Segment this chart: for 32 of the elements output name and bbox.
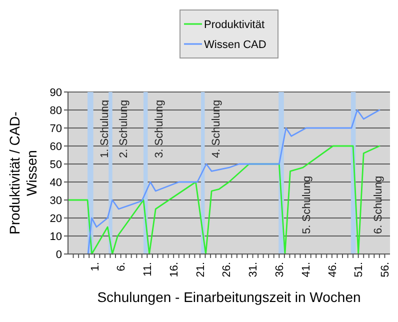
x-tick-label: 6.	[116, 262, 128, 272]
band-label: 4. Schulung	[210, 100, 223, 158]
band-label: 5. Schulung	[300, 176, 313, 234]
y-tick-label: 40	[50, 176, 62, 189]
x-tick-label: 41.	[300, 262, 312, 278]
y-tick-label: 60	[50, 140, 62, 153]
x-tick-label: 26.	[221, 262, 234, 278]
x-tick-label: 1.	[89, 262, 102, 272]
band-label: 6. Schulung	[372, 176, 385, 234]
band-label: 3. Schulung	[154, 100, 166, 158]
y-tick-label: 70	[50, 122, 62, 135]
x-tick-label: 51.	[353, 262, 366, 278]
x-tick-label: 16.	[168, 262, 180, 278]
band-label: 1. Schulung	[99, 100, 112, 158]
x-tick-label: 21.	[194, 262, 207, 278]
y-tick-label: 80	[50, 104, 62, 117]
y-tick-label: 10	[50, 230, 62, 243]
y-tick-label: 90	[50, 86, 62, 99]
x-tick-label: 56.	[380, 262, 392, 278]
x-tick-label: 31.	[248, 262, 260, 278]
x-tick-label: 36.	[274, 262, 286, 278]
y-tick-label: 20	[50, 212, 62, 225]
x-tick-label: 46.	[326, 262, 339, 278]
x-axis-title: Schulungen - Einarbeitungszeit in Wochen	[97, 289, 361, 305]
legend-label: Produktivität	[204, 18, 265, 31]
y-axis-title: Produktivität / CAD-Wissen	[6, 111, 40, 234]
legend-label: Wissen CAD	[204, 38, 266, 51]
y-tick-label: 50	[50, 158, 62, 171]
x-tick-label: 11.	[142, 262, 154, 276]
y-tick-label: 30	[50, 194, 62, 207]
band-label: 2. Schulung	[118, 100, 130, 158]
y-tick-label: 0	[56, 248, 62, 261]
